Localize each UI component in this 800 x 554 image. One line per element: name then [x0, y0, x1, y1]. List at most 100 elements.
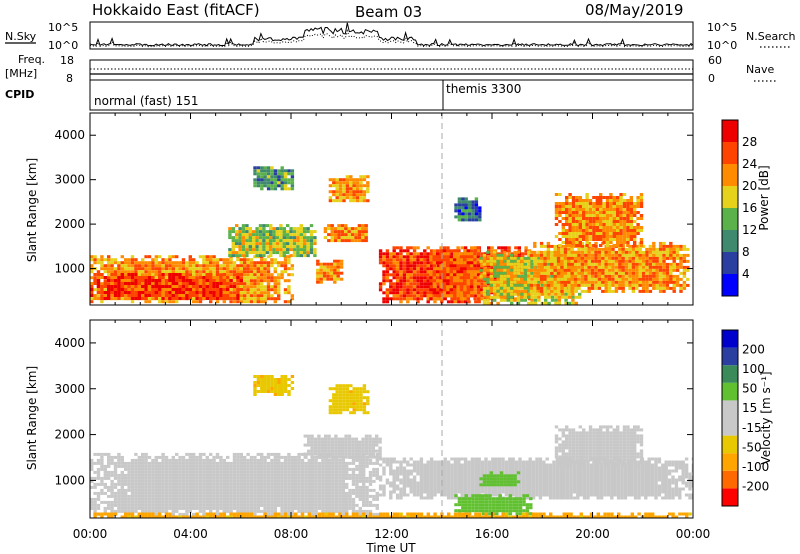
data-cell: [624, 256, 629, 260]
data-cell: [100, 476, 104, 480]
data-cell: [127, 258, 131, 262]
data-cell: [588, 214, 593, 217]
data-cell: [655, 280, 659, 284]
data-cell: [537, 265, 541, 269]
data-cell: [470, 291, 474, 295]
data-cell: [395, 261, 400, 265]
data-cell: [453, 273, 457, 277]
data-cell: [436, 270, 440, 274]
data-cell: [686, 253, 690, 257]
data-cell: [282, 236, 286, 240]
data-cell: [127, 482, 131, 486]
data-cell: [171, 288, 175, 291]
data-cell: [470, 270, 474, 274]
data-cell: [554, 217, 559, 220]
data-cell: [426, 276, 430, 280]
data-cell: [639, 202, 644, 205]
data-cell: [679, 271, 683, 275]
data-cell: [185, 461, 189, 465]
data-cell: [144, 294, 148, 297]
data-cell: [335, 190, 339, 194]
data-cell: [96, 506, 101, 510]
colorbar-tick-label: 8: [742, 245, 750, 259]
data-cell: [682, 256, 687, 260]
data-cell: [241, 233, 246, 237]
data-cell: [164, 467, 169, 471]
data-cell: [609, 220, 613, 223]
data-cell: [476, 273, 481, 277]
data-cell: [419, 267, 424, 271]
data-cell: [639, 241, 644, 244]
data-cell: [141, 506, 145, 510]
cpid-label: CPID: [5, 88, 34, 101]
data-cell: [175, 270, 179, 274]
data-cell: [544, 301, 548, 305]
data-cell: [619, 232, 623, 235]
data-cell: [686, 268, 690, 272]
data-cell: [537, 256, 541, 260]
data-cell: [563, 265, 568, 269]
data-cell: [161, 467, 165, 471]
data-cell: [215, 264, 220, 268]
data-cell: [565, 229, 569, 232]
data-cell: [113, 270, 118, 274]
data-cell: [536, 259, 540, 263]
data-cell: [416, 270, 420, 274]
data-cell: [181, 491, 186, 495]
data-cell: [188, 294, 192, 297]
data-cell: [164, 464, 169, 468]
data-cell: [192, 458, 196, 462]
data-cell: [134, 479, 138, 483]
data-cell: [235, 236, 239, 240]
data-cell: [378, 288, 383, 292]
data-cell: [296, 230, 300, 234]
data-cell: [195, 464, 199, 468]
data-cell: [618, 283, 622, 287]
data-cell: [195, 476, 199, 480]
data-cell: [120, 500, 124, 504]
data-cell: [557, 289, 561, 293]
data-cell: [575, 205, 579, 208]
data-cell: [168, 464, 172, 468]
data-cell: [607, 247, 612, 251]
data-cell: [90, 282, 94, 285]
data-cell: [280, 187, 284, 191]
data-cell: [466, 258, 470, 262]
data-cell: [164, 509, 169, 513]
data-cell: [466, 267, 470, 271]
data-cell: [558, 220, 562, 223]
data-cell: [228, 230, 232, 234]
data-cell: [100, 297, 104, 300]
data-cell: [202, 294, 206, 297]
data-cell: [436, 288, 440, 292]
data-cell: [117, 464, 121, 468]
data-cell: [399, 279, 403, 283]
data-cell: [192, 452, 196, 456]
data-cell: [246, 258, 250, 262]
data-cell: [202, 264, 206, 268]
data-cell: [342, 187, 346, 191]
title-date: 08/May/2019: [585, 1, 683, 19]
data-cell: [571, 241, 576, 244]
data-cell: [151, 476, 155, 480]
data-cell: [134, 485, 138, 489]
data-cell: [161, 476, 165, 480]
data-cell: [209, 255, 213, 259]
data-cell: [506, 280, 510, 284]
data-cell: [457, 300, 461, 304]
data-cell: [582, 220, 586, 223]
data-cell: [349, 196, 353, 200]
data-cell: [672, 289, 676, 293]
data-cell: [90, 503, 94, 507]
data-cell: [113, 276, 118, 279]
data-cell: [662, 253, 666, 257]
data-cell: [124, 273, 128, 277]
data-cell: [100, 285, 104, 288]
data-cell: [202, 500, 206, 504]
data-cell: [299, 227, 303, 231]
data-cell: [385, 297, 390, 301]
data-cell: [286, 236, 290, 240]
data-cell: [658, 256, 663, 260]
data-cell: [571, 226, 576, 229]
data-cell: [168, 458, 172, 462]
